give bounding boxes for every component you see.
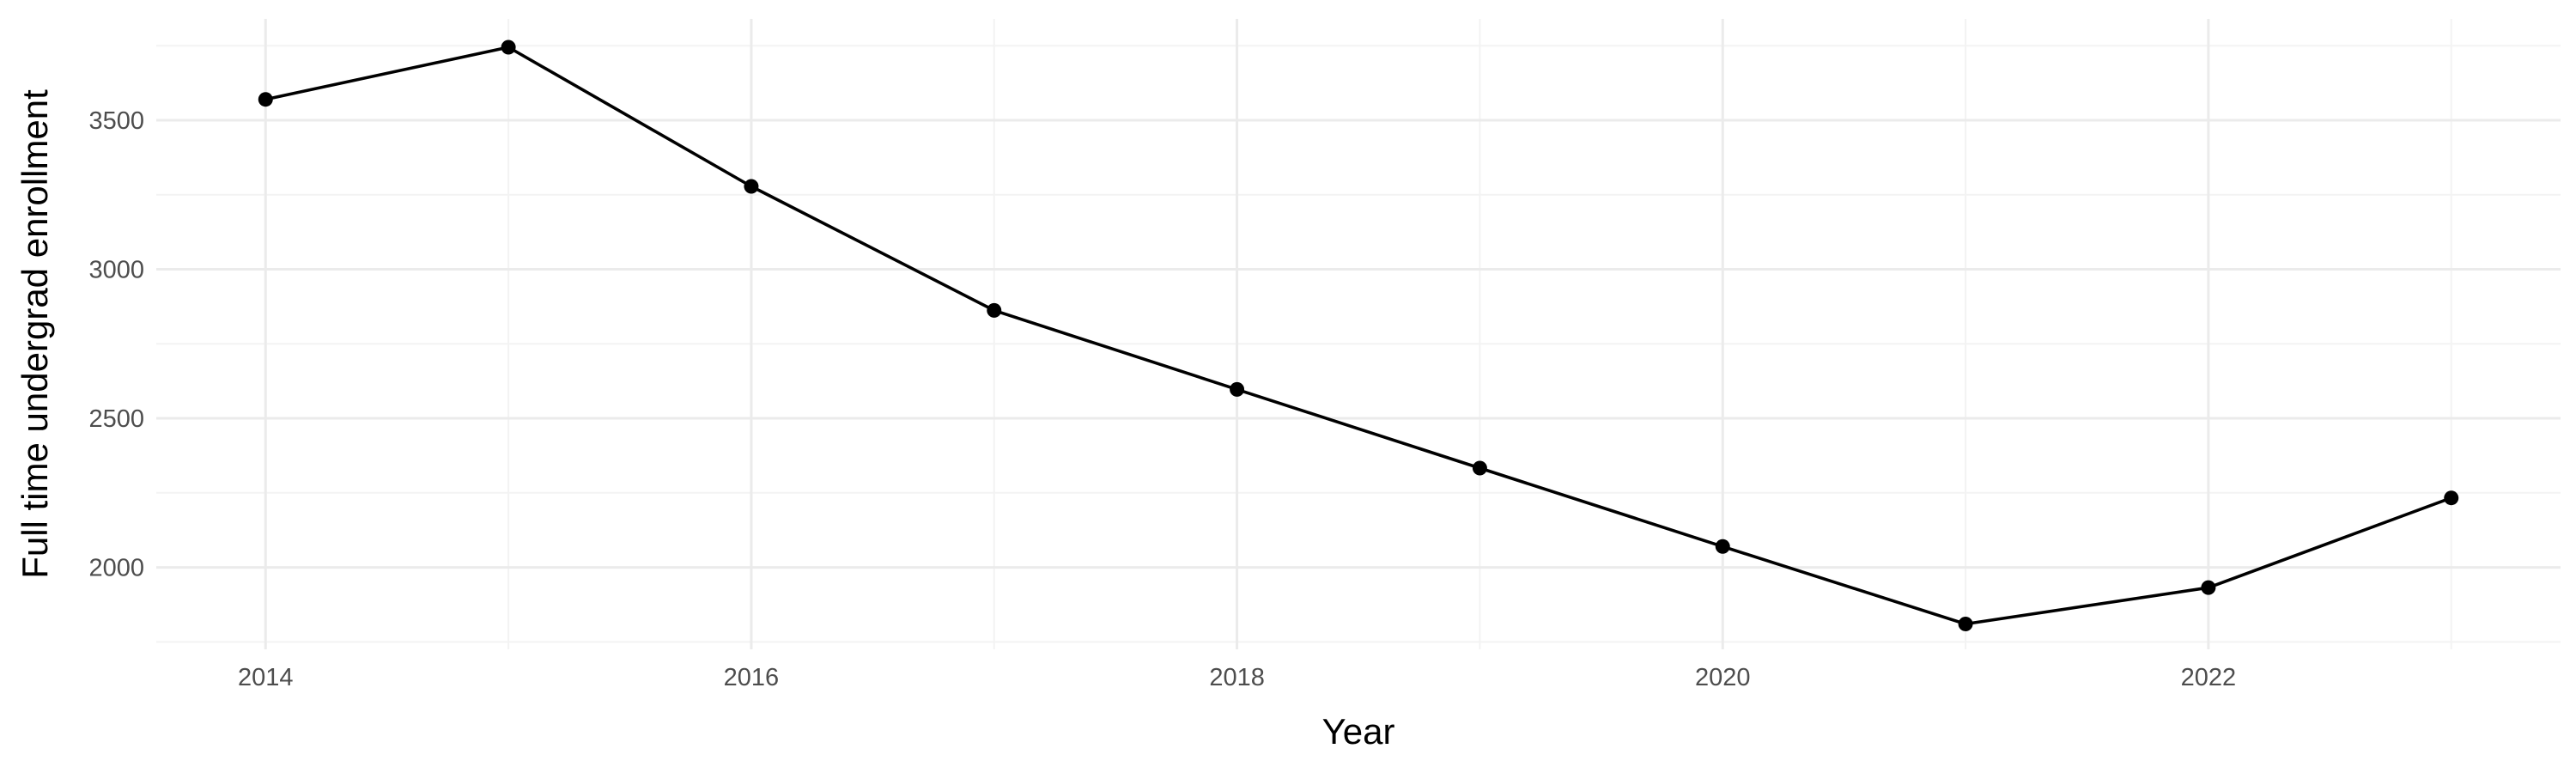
x-tick-label: 2020 — [1695, 664, 1751, 691]
data-point — [2201, 580, 2216, 595]
grid-layer — [156, 19, 2561, 649]
series-layer — [258, 40, 2459, 632]
data-point — [744, 179, 759, 194]
x-tick-label: 2022 — [2181, 664, 2237, 691]
y-tick-label: 3500 — [88, 107, 144, 135]
data-point — [1230, 381, 1245, 397]
x-tick-label: 2016 — [724, 664, 780, 691]
y-tick-label: 2500 — [88, 405, 144, 433]
data-point — [501, 40, 516, 55]
data-point — [1715, 539, 1730, 554]
x-tick-label: 2014 — [238, 664, 294, 691]
data-point — [1958, 617, 1973, 632]
y-tick-label: 2000 — [88, 555, 144, 582]
tick-label-layer: 2000 2500 3000 3500 2014 2016 2018 2020 2022 — [88, 107, 2236, 691]
x-axis-title: Year — [1322, 711, 1395, 752]
data-point — [1472, 460, 1487, 476]
series-line — [264, 46, 2453, 626]
x-tick-label: 2018 — [1209, 664, 1265, 691]
data-point — [2444, 490, 2459, 506]
data-point — [987, 302, 1002, 318]
data-point — [258, 92, 273, 107]
y-axis-title: Full time undergrad enrollment — [15, 89, 55, 579]
y-tick-label: 3000 — [88, 257, 144, 284]
